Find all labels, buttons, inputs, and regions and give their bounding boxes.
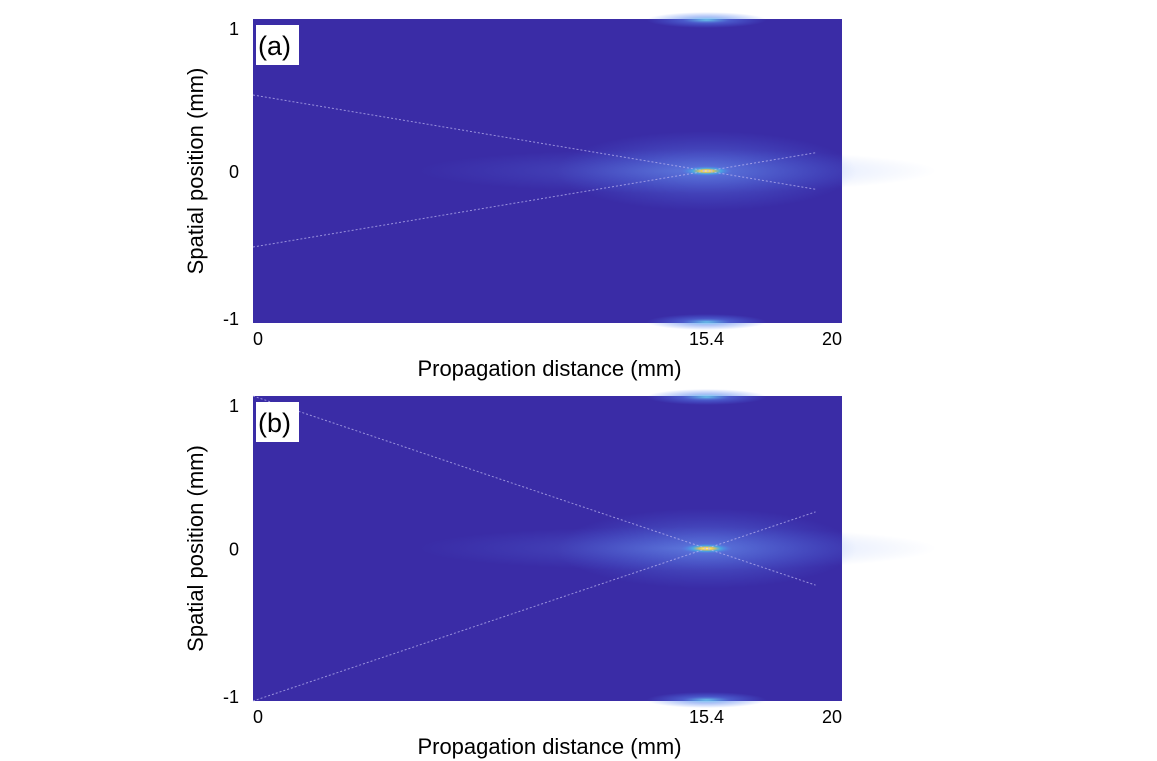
y-tick-label: -1 [223, 687, 239, 707]
y-tick-label: 0 [229, 162, 239, 182]
ray-line [252, 152, 816, 248]
x-tick-label: 0 [253, 707, 263, 727]
x-tick-label: 20 [822, 707, 842, 727]
top-edge-glow [646, 389, 767, 405]
panel-label-box [256, 402, 299, 442]
y-axis-label: Spatial position (mm) [183, 68, 208, 275]
y-tick-label: -1 [223, 309, 239, 329]
panel-a: (a) 0 15.4 20 1 0 -1 Propagation distance (m… [183, 12, 937, 381]
focus-halo [416, 149, 937, 193]
panel-label: (b) [258, 408, 291, 438]
bottom-edge-glow [646, 314, 767, 330]
y-tick-label: 1 [229, 396, 239, 416]
focus-hotspot [680, 543, 733, 554]
x-tick-label: 15.4 [689, 707, 724, 727]
y-axis-label: Spatial position (mm) [183, 445, 208, 652]
y-tick-label: 0 [229, 540, 239, 560]
x-tick-label: 20 [822, 329, 842, 349]
panel-b: (b) 0 15.4 20 1 0 -1 Propagation distance (m… [183, 389, 937, 759]
x-axis-label: Propagation distance (mm) [417, 356, 681, 381]
x-tick-label: 0 [253, 329, 263, 349]
ray-line [252, 511, 816, 702]
top-edge-glow [646, 12, 767, 28]
panel-label-box [256, 25, 299, 65]
focus-halo [416, 526, 937, 571]
ray-line [252, 94, 816, 190]
y-tick-label: 1 [229, 19, 239, 39]
x-tick-label: 15.4 [689, 329, 724, 349]
panel-label: (a) [258, 31, 291, 61]
ray-line [252, 395, 816, 586]
x-axis-label: Propagation distance (mm) [417, 734, 681, 759]
bottom-edge-glow [646, 692, 767, 708]
